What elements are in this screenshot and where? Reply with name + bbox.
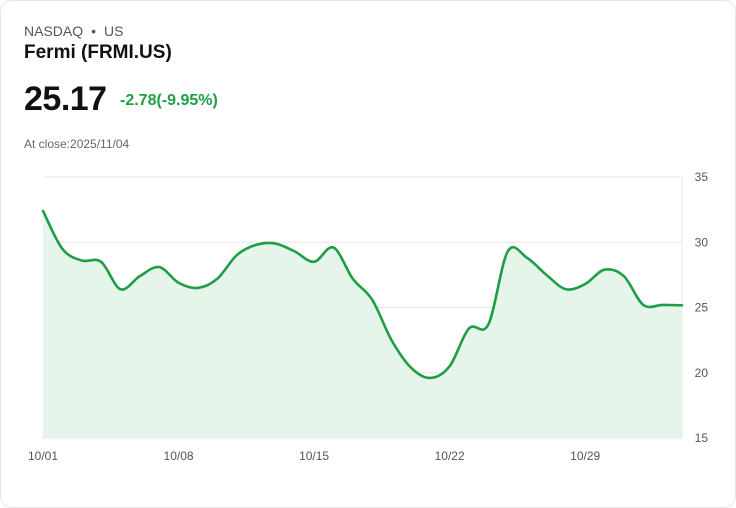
price-change: -2.78(-9.95%)	[120, 92, 218, 109]
y-tick-label: 25	[695, 301, 709, 315]
x-tick-label: 10/29	[570, 449, 600, 463]
x-tick-label: 10/15	[299, 449, 329, 463]
close-timestamp: At close:2025/11/04	[24, 137, 130, 151]
x-tick-label: 10/01	[28, 449, 58, 463]
x-tick-label: 10/22	[435, 449, 465, 463]
y-tick-label: 20	[695, 366, 709, 380]
y-tick-label: 15	[695, 431, 709, 445]
price-area-fill	[43, 210, 682, 438]
last-price: 25.17	[24, 80, 107, 118]
exchange-region: NASDAQ • US	[24, 23, 123, 39]
x-tick-label: 10/08	[164, 449, 194, 463]
region-label: US	[104, 23, 124, 39]
y-tick-label: 30	[695, 235, 709, 249]
stock-name: Fermi (FRMI.US)	[24, 42, 172, 63]
exchange-label: NASDAQ	[24, 23, 84, 39]
y-tick-label: 35	[695, 170, 709, 184]
price-line	[41, 209, 684, 380]
separator-dot: •	[91, 23, 97, 39]
